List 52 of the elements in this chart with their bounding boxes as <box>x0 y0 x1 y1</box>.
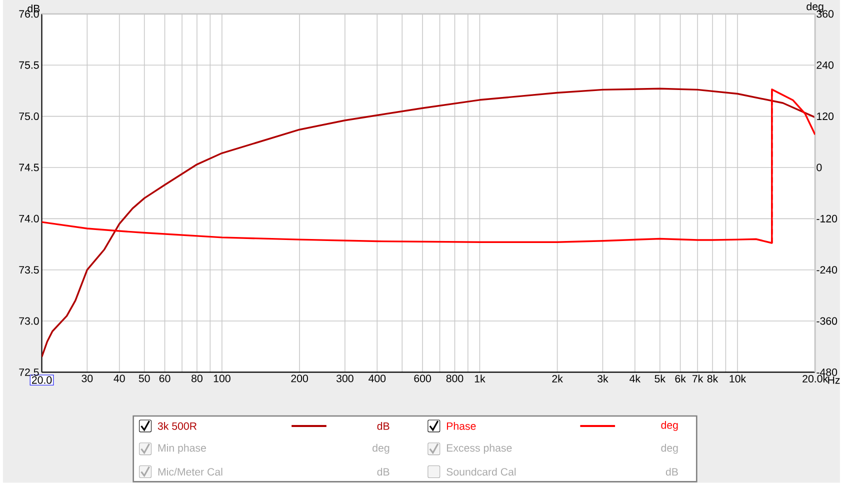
y-tick-label: 75.5 <box>19 62 39 69</box>
x-tick-label: 300 <box>336 374 354 382</box>
y-tick-label: 74.0 <box>19 215 39 223</box>
x-tick-label: 3k <box>598 374 608 383</box>
x-tick-label: 8k <box>707 374 718 383</box>
text: Min phase <box>158 444 206 454</box>
y2-tick-label: 0 <box>816 164 822 172</box>
y-tick-label: 72.5 <box>19 368 39 376</box>
text: Soundcard Cal <box>446 468 516 476</box>
text: Phase <box>446 422 476 430</box>
y2-tick-label: 240 <box>816 62 834 70</box>
y-axis-title: dB <box>28 4 40 12</box>
text: Excess phase <box>446 444 512 454</box>
y-tick-label: 76.0 <box>19 10 39 18</box>
y-tick-label: 75.0 <box>19 112 39 120</box>
y2-tick-label: 120 <box>817 112 834 120</box>
text: deg <box>661 421 678 432</box>
text: dB <box>377 468 390 476</box>
x-tick-label: 60 <box>159 374 170 382</box>
x-tick-label: 4k <box>630 374 641 383</box>
text: 3k 500R <box>158 422 197 430</box>
x-tick-label: 30 <box>82 374 93 382</box>
y2-tick-label: -240 <box>816 266 838 274</box>
text: dB <box>377 422 390 430</box>
x-tick-label: 400 <box>368 374 386 382</box>
x-tick-label: 40 <box>114 374 125 382</box>
x-tick-label: 100 <box>214 374 230 382</box>
y2-tick-label: -120 <box>816 215 838 223</box>
y-tick-label: 73.5 <box>19 266 39 274</box>
x-tick-label: 600 <box>414 374 431 382</box>
x-tick-label: 50 <box>138 374 150 382</box>
x-tick-label: 1k <box>474 374 486 383</box>
text: deg <box>661 444 678 454</box>
y-tick-label: 73.0 <box>19 317 39 325</box>
x-tick-label: 6k <box>675 374 686 383</box>
x-axis-title: Hz <box>828 376 840 384</box>
x-tick-label: 5k <box>654 374 666 383</box>
y-tick-label: 74.5 <box>19 164 39 172</box>
x-tick-label: 10k <box>730 374 746 383</box>
text: Mic/Meter Cal <box>158 468 222 476</box>
x-tick-label: 200 <box>291 374 308 382</box>
y2-tick-label: -480 <box>816 368 838 376</box>
text: deg <box>372 444 390 454</box>
x-tick-label: 7k <box>692 374 704 383</box>
y2-axis-title: deg <box>806 2 824 12</box>
text: dB <box>666 468 678 476</box>
x-tick-label: 20.0k <box>802 374 828 383</box>
x-tick-label: 2k <box>552 374 563 383</box>
y2-tick-label: -360 <box>816 317 838 325</box>
x-tick-label: 80 <box>192 374 202 382</box>
x-tick-label: 800 <box>446 374 464 382</box>
y2-tick-label: 360 <box>816 10 834 18</box>
